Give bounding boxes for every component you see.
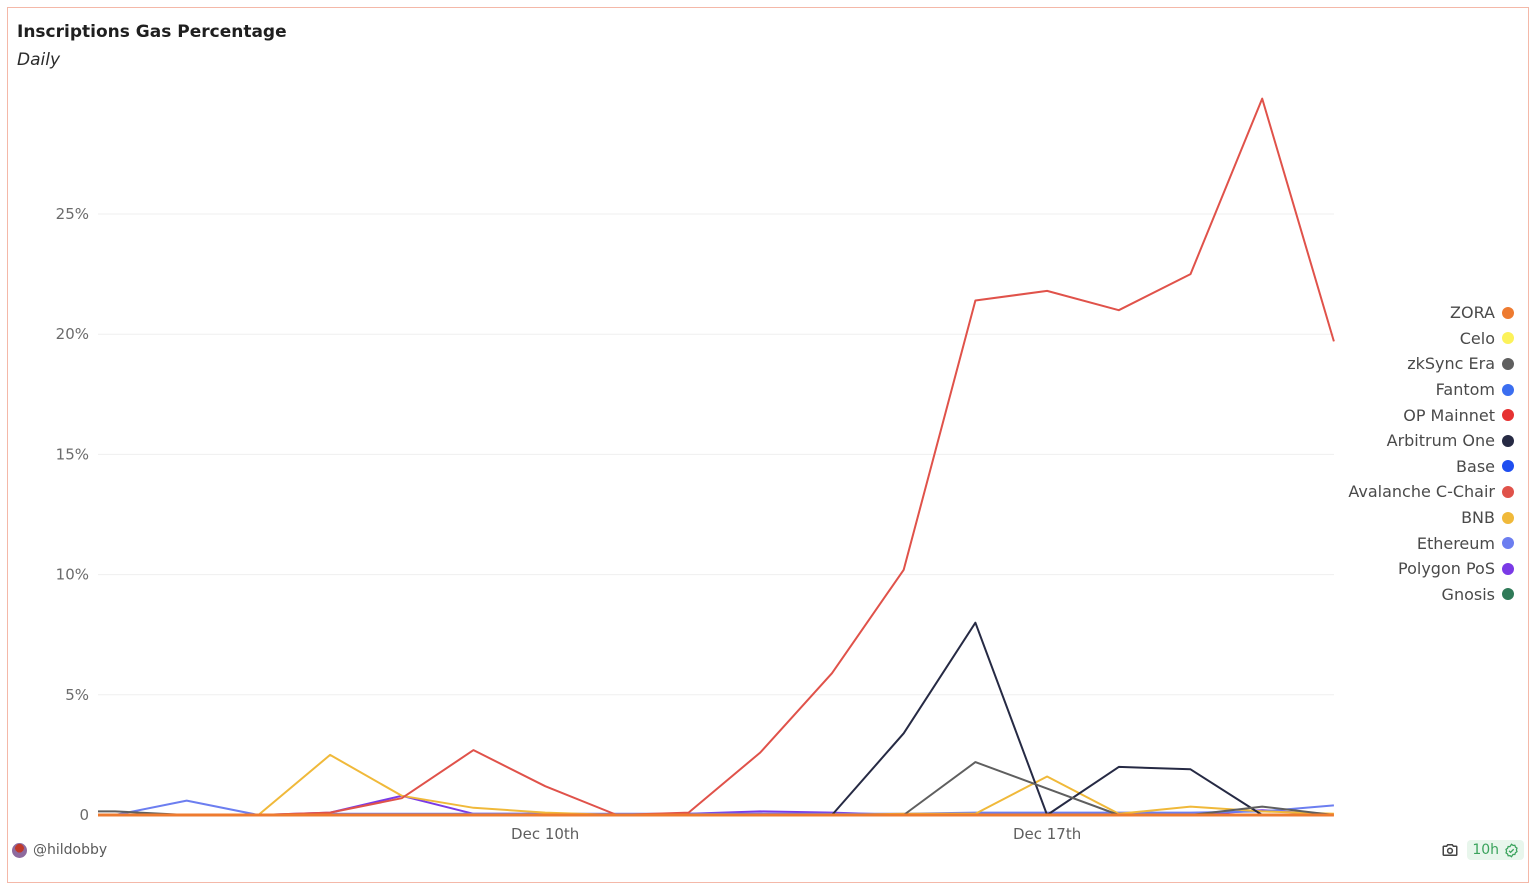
legend-item-ethereum[interactable]: Ethereum [1417, 530, 1514, 556]
y-tick-label: 20% [56, 325, 89, 343]
legend-label: Celo [1459, 328, 1495, 348]
chart-title: Inscriptions Gas Percentage [17, 22, 287, 42]
y-tick-label: 10% [56, 566, 89, 584]
legend-dot-icon [1502, 588, 1514, 601]
series-line-arbitrum-one[interactable] [98, 621, 1334, 816]
legend-item-zora[interactable]: ZORA [1450, 300, 1514, 326]
legend-dot-icon [1502, 537, 1514, 550]
author-name: @hildobby [33, 842, 108, 858]
gridlines [98, 213, 1334, 696]
chart-subtitle: Daily [17, 50, 61, 70]
legend-item-gnosis[interactable]: Gnosis [1442, 582, 1514, 608]
legend-dot-icon [1502, 332, 1514, 345]
x-tick-label: Dec 17th [1013, 825, 1081, 843]
legend-dot-icon [1502, 460, 1514, 473]
legend-label: zkSync Era [1407, 354, 1495, 374]
y-tick-label: 0 [79, 806, 89, 824]
legend-item-zksync-era[interactable]: zkSync Era [1407, 351, 1514, 377]
legend-label: Base [1456, 456, 1495, 476]
legend-dot-icon [1502, 409, 1514, 422]
legend-label: Fantom [1435, 380, 1495, 400]
avatar [12, 842, 27, 858]
y-axis-ticks: 0 5% 10% 15% 20% 25% [56, 205, 89, 824]
author-attribution[interactable]: @hildobby [12, 842, 107, 858]
check-circle-icon [1505, 842, 1518, 858]
legend-item-bnb[interactable]: BNB [1461, 505, 1514, 531]
legend-label: Arbitrum One [1386, 431, 1495, 451]
legend-label: BNB [1461, 508, 1495, 528]
legend-dot-icon [1502, 434, 1514, 447]
y-tick-label: 25% [56, 205, 89, 223]
series-lines [98, 97, 1335, 817]
legend-label: Avalanche C-Chair [1348, 482, 1495, 502]
legend-dot-icon [1502, 357, 1514, 370]
legend-item-polygon-pos[interactable]: Polygon PoS [1398, 556, 1514, 582]
series-line-ethereum[interactable] [98, 799, 1334, 816]
legend-item-base[interactable]: Base [1456, 454, 1514, 480]
series-line-bnb[interactable] [98, 753, 1334, 816]
legend-item-arbitrum-one[interactable]: Arbitrum One [1387, 428, 1514, 454]
legend-label: Polygon PoS [1398, 559, 1495, 579]
chart-card: Inscriptions Gas Percentage Daily [7, 7, 1529, 883]
legend-label: ZORA [1450, 303, 1495, 323]
legend-dot-icon [1502, 383, 1514, 396]
x-tick-label: Dec 10th [511, 825, 579, 843]
legend-item-avalanche-c-chair[interactable]: Avalanche C-Chair [1348, 479, 1514, 505]
legend-item-fantom[interactable]: Fantom [1436, 377, 1514, 403]
legend-item-op-mainnet[interactable]: OP Mainnet [1403, 402, 1514, 428]
legend-dot-icon [1502, 485, 1514, 498]
y-tick-label: 15% [56, 445, 89, 463]
freshness-badge[interactable]: 10h [1467, 840, 1524, 860]
legend-dot-icon [1502, 511, 1514, 524]
series-line-avalanche-c-chair[interactable] [98, 97, 1335, 816]
legend-label: Ethereum [1416, 533, 1495, 553]
legend-label: Gnosis [1441, 584, 1495, 604]
x-axis-ticks: Dec 10th Dec 17th [511, 825, 1081, 843]
legend-dot-icon [1502, 306, 1514, 319]
camera-icon[interactable] [1441, 841, 1459, 859]
footer-controls: 10h [1441, 840, 1524, 860]
legend-dot-icon [1502, 562, 1514, 575]
y-tick-label: 5% [65, 686, 89, 704]
legend-item-celo[interactable]: Celo [1460, 326, 1514, 352]
chart-legend: ZORA Celo zkSync Era Fantom OP Mainnet Arbitr… [1348, 300, 1514, 607]
legend-label: OP Mainnet [1403, 405, 1495, 425]
freshness-label: 10h [1472, 842, 1499, 858]
